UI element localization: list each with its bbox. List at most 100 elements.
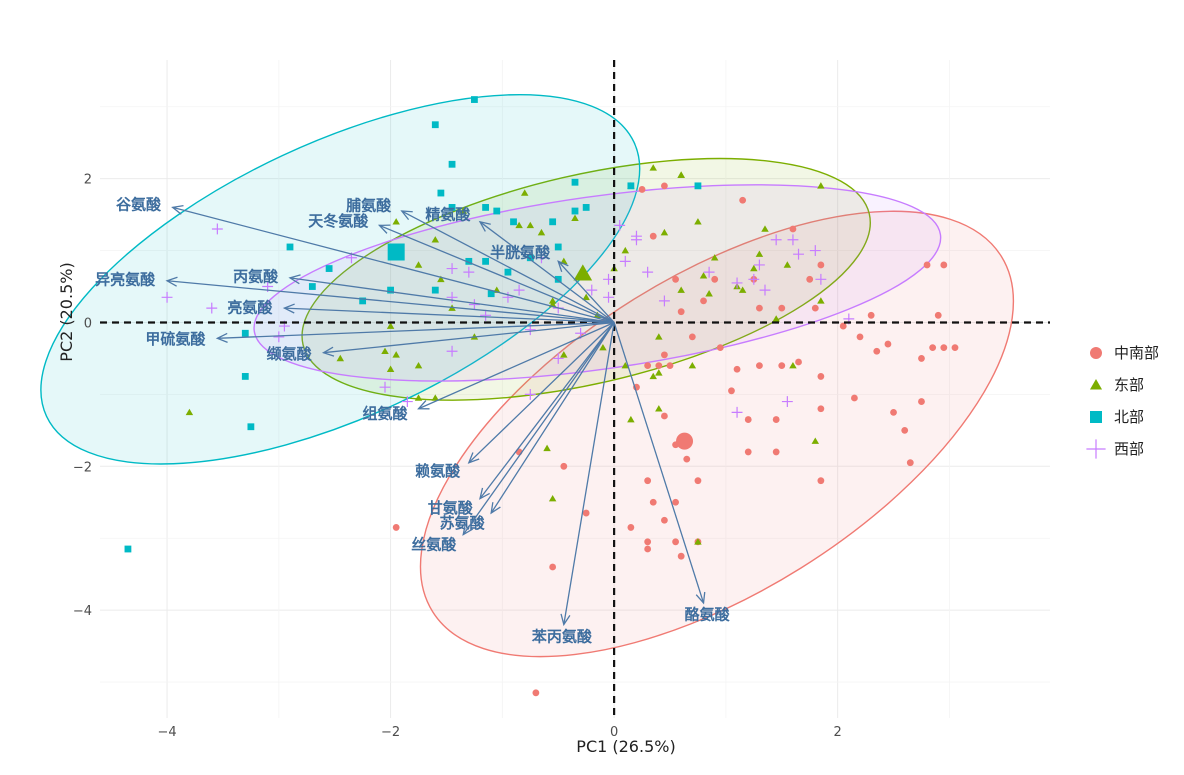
- data-point: [603, 291, 614, 303]
- data-point: [731, 277, 743, 289]
- data-point: [502, 291, 514, 303]
- loading-arrow: [401, 210, 615, 324]
- data-point: [543, 444, 551, 452]
- data-point: [699, 272, 708, 279]
- loading-arrow: [172, 206, 615, 324]
- arrow-head: [165, 276, 178, 287]
- data-point: [392, 524, 400, 531]
- data-point: [677, 552, 685, 560]
- arrow-head: [321, 346, 335, 357]
- loading-arrow: [284, 307, 615, 324]
- data-point: [414, 361, 423, 369]
- arrow-head: [288, 274, 301, 285]
- data-point: [772, 416, 780, 423]
- data-point: [614, 219, 626, 231]
- legend-label: 西部: [1114, 440, 1144, 458]
- data-point: [482, 204, 489, 211]
- data-point: [627, 182, 635, 190]
- loading-arrow: [323, 321, 615, 354]
- loading-label: 苯丙氨酸: [531, 627, 593, 645]
- data-point: [940, 344, 948, 352]
- arrow-head: [215, 332, 228, 343]
- data-point: [571, 178, 579, 186]
- loading-label: 丝氨酸: [411, 535, 457, 553]
- data-point: [817, 373, 825, 380]
- data-point: [524, 388, 536, 400]
- data-point: [586, 284, 598, 296]
- data-point: [901, 426, 909, 434]
- data-point: [571, 207, 579, 215]
- data-point: [548, 494, 557, 502]
- data-point: [672, 498, 679, 506]
- data-point: [934, 311, 942, 319]
- data-point: [787, 234, 799, 246]
- data-point: [446, 291, 458, 303]
- data-point: [890, 408, 897, 416]
- data-point: [683, 455, 691, 463]
- data-point: [520, 189, 529, 196]
- data-point: [526, 221, 535, 229]
- arrow-head: [467, 452, 480, 464]
- data-point: [661, 182, 668, 190]
- data-point: [655, 369, 663, 376]
- data-point: [867, 311, 875, 319]
- data-point: [463, 266, 475, 278]
- data-point: [621, 246, 630, 254]
- data-point: [560, 351, 568, 358]
- data-point: [414, 394, 423, 401]
- arrow-head: [557, 260, 569, 272]
- group-centroid: [387, 243, 405, 261]
- data-point: [431, 394, 440, 401]
- data-point: [811, 437, 820, 444]
- data-point: [778, 362, 786, 370]
- data-point: [817, 477, 825, 485]
- data-point: [731, 406, 743, 418]
- loading-arrow: [479, 221, 615, 324]
- arrow-head: [282, 303, 295, 314]
- x-tick-label: 2: [834, 725, 842, 740]
- data-point: [817, 261, 825, 269]
- data-point: [753, 259, 765, 271]
- data-point: [789, 361, 797, 369]
- data-point: [582, 293, 590, 301]
- data-point: [644, 538, 652, 546]
- x-axis-title: PC1 (26.5%): [576, 737, 675, 756]
- data-point: [471, 96, 478, 103]
- data-point: [817, 405, 825, 413]
- legend-label: 东部: [1114, 376, 1144, 394]
- loading-arrow: [479, 322, 615, 500]
- loading-arrow: [468, 322, 615, 464]
- data-point: [185, 408, 194, 416]
- y-tick-label: 0: [84, 316, 92, 331]
- data-point: [856, 333, 864, 341]
- arrow-head: [462, 523, 474, 536]
- data-point: [644, 477, 652, 485]
- data-point: [638, 186, 646, 193]
- data-point: [951, 344, 959, 352]
- confidence-ellipse: [253, 184, 942, 382]
- data-point: [414, 261, 423, 268]
- data-point: [839, 322, 847, 330]
- loading-arrow: [289, 277, 615, 324]
- data-point: [806, 275, 814, 283]
- data-point: [660, 228, 669, 236]
- loading-arrow: [462, 322, 615, 535]
- data-point: [560, 462, 568, 470]
- data-point: [379, 381, 391, 393]
- data-point: [809, 245, 821, 257]
- data-point: [487, 290, 495, 298]
- loading-arrow: [613, 322, 705, 604]
- data-point: [700, 297, 707, 305]
- data-point: [437, 189, 445, 197]
- data-point: [940, 261, 948, 269]
- data-point: [677, 308, 685, 316]
- data-point: [728, 387, 735, 395]
- data-point: [603, 273, 614, 285]
- arrow-head: [490, 502, 501, 515]
- data-point: [705, 290, 713, 297]
- data-point: [750, 264, 758, 272]
- loading-label: 赖氨酸: [415, 462, 461, 480]
- group-centroid: [676, 432, 694, 450]
